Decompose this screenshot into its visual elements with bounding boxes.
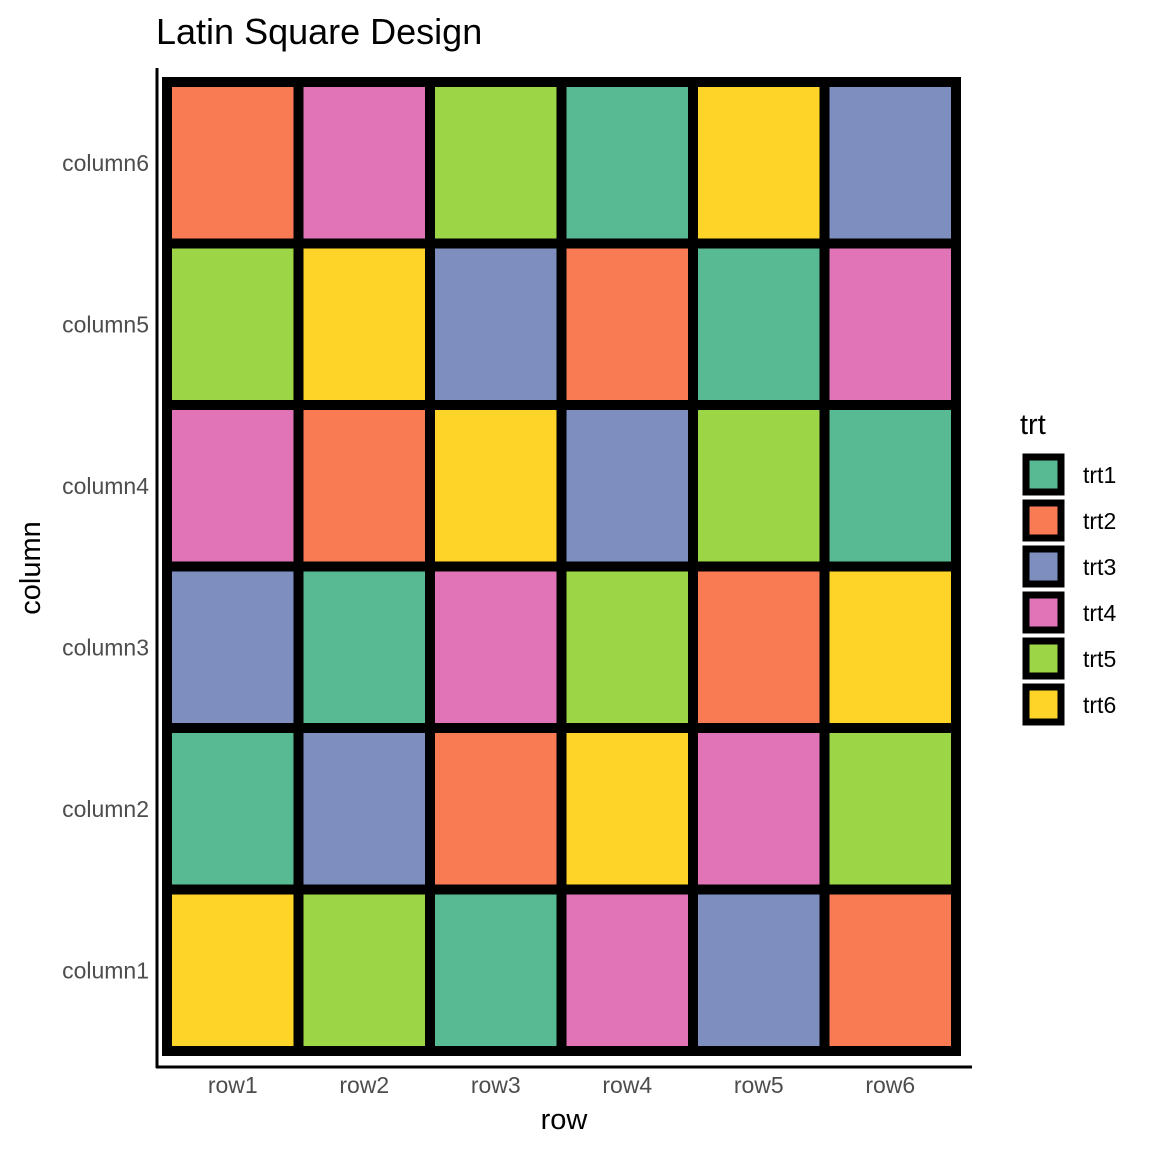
tile-row6-column4 [819, 400, 961, 572]
tile-row1-column4 [162, 400, 304, 572]
legend-swatch-trt6 [1022, 683, 1065, 726]
tile-row3-column2 [425, 723, 567, 895]
legend-title: trt [1020, 409, 1046, 441]
legend-label-trt6: trt6 [1083, 692, 1116, 718]
legend-label-trt2: trt2 [1083, 508, 1116, 534]
x-tick-label: row2 [339, 1072, 389, 1098]
tile-row5-column5 [688, 238, 830, 410]
tile-row4-column6 [556, 77, 698, 249]
chart-title: Latin Square Design [156, 11, 482, 52]
tile-row1-column6 [162, 77, 304, 249]
tile-row6-column2 [819, 723, 961, 895]
x-tick-label: row3 [471, 1072, 521, 1098]
tile-row2-column1 [293, 884, 435, 1056]
tile-row6-column1 [819, 884, 961, 1056]
legend-swatch-trt2 [1022, 499, 1065, 542]
tile-row1-column5 [162, 238, 304, 410]
tile-row3-column6 [425, 77, 567, 249]
tile-row3-column3 [425, 561, 567, 733]
x-tick-label: row5 [734, 1072, 784, 1098]
legend-label-trt3: trt3 [1083, 554, 1116, 580]
x-tick-labels: row1 row2 row3 row4 row5 row6 [208, 1072, 915, 1098]
tile-row5-column6 [688, 77, 830, 249]
tile-row4-column1 [556, 884, 698, 1056]
y-axis-title: column [15, 521, 47, 615]
legend-swatch-trt4 [1022, 591, 1065, 634]
tile-row6-column3 [819, 561, 961, 733]
legend-label-trt4: trt4 [1083, 600, 1116, 626]
legend-label-trt5: trt5 [1083, 646, 1116, 672]
tile-row4-column2 [556, 723, 698, 895]
tiles-group [162, 77, 961, 1056]
tile-row5-column2 [688, 723, 830, 895]
tile-row2-column5 [293, 238, 435, 410]
tile-row6-column6 [819, 77, 961, 249]
y-tick-label: column3 [62, 634, 149, 660]
x-tick-label: row4 [602, 1072, 652, 1098]
tile-row5-column3 [688, 561, 830, 733]
x-tick-label: row1 [208, 1072, 258, 1098]
tile-row2-column3 [293, 561, 435, 733]
legend-label-trt1: trt1 [1083, 462, 1116, 488]
tile-row4-column4 [556, 400, 698, 572]
tile-row1-column3 [162, 561, 304, 733]
tile-row3-column4 [425, 400, 567, 572]
legend-swatch-trt3 [1022, 545, 1065, 588]
tile-row2-column4 [293, 400, 435, 572]
legend-swatch-trt1 [1022, 453, 1065, 496]
y-tick-label: column4 [62, 473, 149, 499]
tile-row2-column2 [293, 723, 435, 895]
tile-row1-column2 [162, 723, 304, 895]
tile-row5-column1 [688, 884, 830, 1056]
x-axis-title: row [541, 1104, 589, 1136]
legend: trt trt1 trt2 trt3 trt4 trt5 trt6 [1020, 409, 1116, 726]
y-tick-label: column1 [62, 957, 149, 983]
legend-swatch-trt5 [1022, 637, 1065, 680]
tile-row4-column3 [556, 561, 698, 733]
tile-row5-column4 [688, 400, 830, 572]
y-tick-label: column2 [62, 796, 149, 822]
y-tick-label: column6 [62, 150, 149, 176]
legend-items: trt1 trt2 trt3 trt4 trt5 trt6 [1022, 453, 1116, 726]
y-tick-label: column5 [62, 311, 149, 337]
tile-row1-column1 [162, 884, 304, 1056]
tile-row3-column5 [425, 238, 567, 410]
y-tick-labels: column1 column2 column3 column4 column5 colum… [62, 150, 149, 984]
x-tick-label: row6 [865, 1072, 915, 1098]
tile-row6-column5 [819, 238, 961, 410]
tile-row2-column6 [293, 77, 435, 249]
tile-row4-column5 [556, 238, 698, 410]
tile-row3-column1 [425, 884, 567, 1056]
